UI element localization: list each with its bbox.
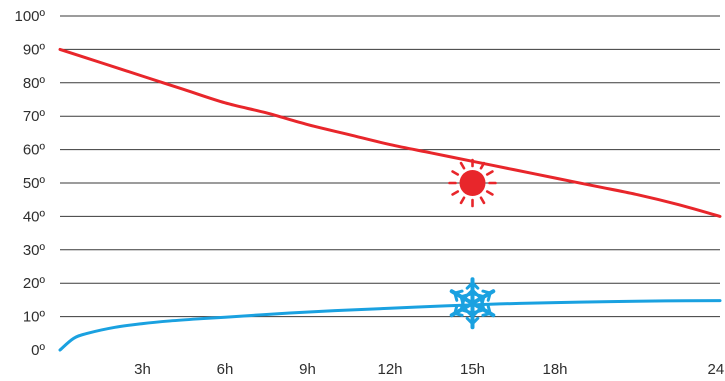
series-lines xyxy=(58,47,722,352)
series-markers xyxy=(448,158,497,330)
y-tick-label: 90º xyxy=(23,41,46,58)
sun-ray xyxy=(459,196,466,205)
y-tick-label: 20º xyxy=(23,275,46,292)
sun-ray xyxy=(479,196,486,205)
snowflake-branch xyxy=(453,289,464,295)
snowflake-branch xyxy=(453,304,459,315)
x-tick-label: 9h xyxy=(299,361,316,378)
y-tick-label: 60º xyxy=(23,142,46,159)
snowflake-branch xyxy=(465,316,474,326)
sun-ray xyxy=(451,170,460,176)
sun-ray xyxy=(451,190,460,196)
snowflake-branch xyxy=(486,291,492,302)
y-axis-ticks: 0º 10º 20º 30º 40º 50º 60º 70º 80º 90º 100º xyxy=(14,8,45,359)
sun-ray xyxy=(459,161,466,170)
sun-icon xyxy=(448,158,497,208)
y-tick-label: 100º xyxy=(14,8,45,25)
x-axis-ticks: 3h 6h 9h 12h 15h 18h 24h xyxy=(134,361,725,378)
snowflake-branch xyxy=(471,281,480,290)
snowflake-branch xyxy=(459,292,473,299)
x-tick-label: 6h xyxy=(217,361,234,378)
x-tick-label: 15h xyxy=(460,361,485,378)
y-tick-label: 0º xyxy=(31,342,45,359)
y-tick-label: 30º xyxy=(23,242,46,259)
series-line-0 xyxy=(58,47,722,218)
x-tick-label: 24h xyxy=(707,361,725,378)
y-tick-label: 50º xyxy=(23,175,46,192)
sun-ray xyxy=(479,161,486,170)
y-tick-label: 80º xyxy=(23,75,46,92)
grid-lines xyxy=(60,15,720,318)
x-tick-label: 18h xyxy=(542,361,567,378)
snowflake-icon xyxy=(449,277,496,330)
y-tick-label: 70º xyxy=(23,108,46,125)
sun-ray xyxy=(485,190,494,196)
snowflake-branch xyxy=(479,298,486,312)
snowflake-branch xyxy=(459,295,466,308)
x-tick-label: 12h xyxy=(377,361,402,378)
sun-ray xyxy=(485,170,494,176)
series-line-1 xyxy=(58,299,722,352)
snowflake-branch xyxy=(471,307,482,318)
y-tick-label: 40º xyxy=(23,208,46,225)
sun-disc xyxy=(459,170,486,196)
y-tick-label: 10º xyxy=(23,309,46,326)
snowflake-branch xyxy=(472,292,486,299)
x-tick-label: 3h xyxy=(134,361,151,378)
snowflake-branch xyxy=(459,308,473,314)
snowflake-branch xyxy=(481,311,492,317)
